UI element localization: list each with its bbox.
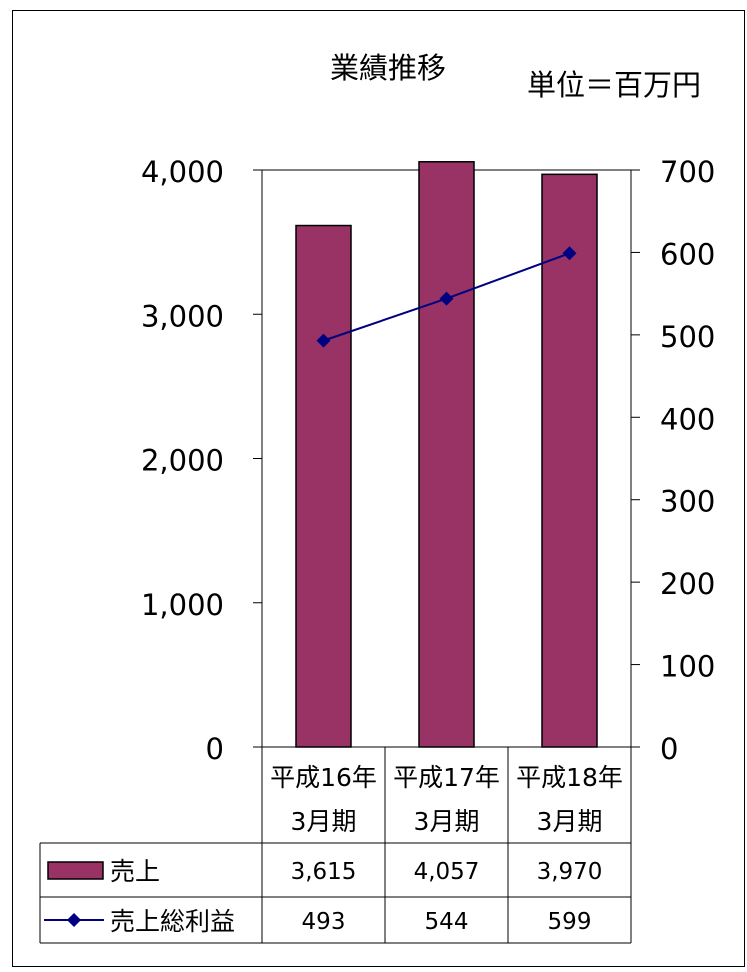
category-label-line1: 平成17年 — [393, 763, 500, 792]
y-left-tick-label: 2,000 — [141, 444, 224, 478]
gross-profit-value: 544 — [425, 909, 469, 935]
chart-title: 業績推移 — [330, 51, 446, 85]
y-right-tick-label: 400 — [660, 402, 715, 436]
bar-2 — [418, 161, 475, 748]
plot-area: 0 1,000 2,000 3,000 4,000 0 100 200 300 400 500 600… — [141, 155, 715, 766]
y-right-tick-label: 200 — [660, 567, 715, 601]
y-right-tick-label: 0 — [660, 732, 678, 766]
category-label-line1: 平成16年 — [270, 763, 377, 792]
y-left-tick-label: 3,000 — [141, 299, 224, 333]
category-label-line2: 3月期 — [414, 807, 480, 836]
sales-value: 3,615 — [291, 859, 357, 885]
y-right-tick-label: 100 — [660, 650, 715, 684]
sales-value: 3,970 — [537, 859, 603, 885]
y-right-tick-label: 300 — [660, 485, 715, 519]
category-label-line2: 3月期 — [537, 807, 603, 836]
bar-3 — [541, 173, 598, 748]
gross-profit-point-3 — [562, 246, 577, 261]
gross-profit-value: 493 — [302, 909, 346, 935]
legend-sales-label: 売上 — [110, 857, 160, 886]
legend-gross-profit-label: 売上総利益 — [110, 907, 235, 936]
category-label-line1: 平成18年 — [516, 763, 623, 792]
gross-profit-value: 599 — [548, 909, 592, 935]
legend-diamond-icon — [67, 913, 81, 927]
sales-value: 4,057 — [414, 859, 480, 885]
y-left-tick-label: 1,000 — [141, 588, 224, 622]
gross-profit-point-2 — [439, 291, 454, 306]
y-right-tick-label: 600 — [660, 237, 715, 271]
legend-bar-swatch — [47, 861, 104, 880]
bar-1 — [295, 224, 352, 748]
y-right-tick-label: 700 — [660, 155, 715, 189]
y-left-tick-label: 4,000 — [141, 155, 224, 189]
y-right-tick-label: 500 — [660, 320, 715, 354]
category-label-line2: 3月期 — [291, 807, 357, 836]
gross-profit-point-1 — [316, 333, 331, 348]
unit-note: 単位＝百万円 — [527, 68, 701, 102]
y-left-tick-label: 0 — [206, 732, 224, 766]
